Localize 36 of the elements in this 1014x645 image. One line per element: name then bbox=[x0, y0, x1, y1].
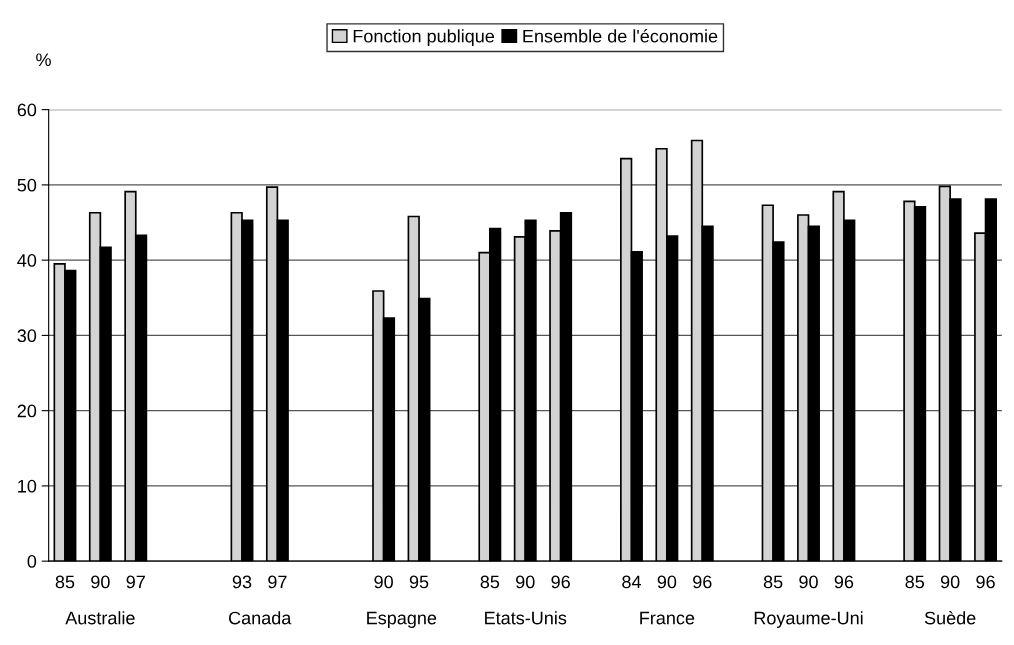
x-tick-label: 90 bbox=[91, 575, 110, 589]
x-tick-label: 93 bbox=[232, 575, 252, 589]
x-tick-label: 90 bbox=[940, 575, 960, 589]
y-tick-label: 40 bbox=[17, 254, 37, 267]
x-tick-label: 95 bbox=[409, 575, 429, 589]
y-tick-label: 0 bbox=[27, 555, 37, 568]
x-tick-label: 90 bbox=[374, 575, 393, 589]
y-tick-label: 10 bbox=[18, 479, 37, 493]
x-tick-label: 96 bbox=[551, 575, 570, 589]
y-tick-label: 60 bbox=[17, 103, 37, 117]
x-tick-label: 90 bbox=[799, 575, 818, 589]
text: Australie bbox=[65, 611, 135, 625]
x-tick-label: 96 bbox=[834, 575, 854, 589]
text: Suède bbox=[924, 610, 976, 625]
x-tick-label: 97 bbox=[126, 575, 145, 589]
x-tick-label: 90 bbox=[516, 575, 535, 589]
y-tick-label: 50 bbox=[17, 178, 37, 192]
x-tick-label: 90 bbox=[657, 575, 677, 589]
text: Royaume-Uni bbox=[754, 611, 863, 628]
x-tick-label: 97 bbox=[268, 575, 287, 589]
text: France bbox=[640, 611, 695, 625]
x-tick-label: 85 bbox=[480, 575, 500, 589]
x-tick-label: 85 bbox=[763, 575, 783, 589]
text: Canada bbox=[228, 611, 292, 625]
x-tick-label: 84 bbox=[622, 575, 641, 589]
x-tick-label: 85 bbox=[905, 575, 925, 589]
x-tick-label: 96 bbox=[693, 575, 712, 589]
text: Etats-Unis bbox=[485, 611, 567, 625]
y-tick-label: 30 bbox=[17, 329, 37, 343]
legend-label: Fonction publique bbox=[353, 29, 495, 47]
x-tick-label: 85 bbox=[55, 575, 75, 589]
text: Espagne bbox=[367, 611, 437, 628]
x-tick-label: 96 bbox=[976, 575, 995, 589]
y-axis-title: % bbox=[36, 53, 51, 67]
y-tick-label: 20 bbox=[17, 404, 37, 418]
legend-label: Ensemble de l'économie bbox=[523, 29, 718, 43]
